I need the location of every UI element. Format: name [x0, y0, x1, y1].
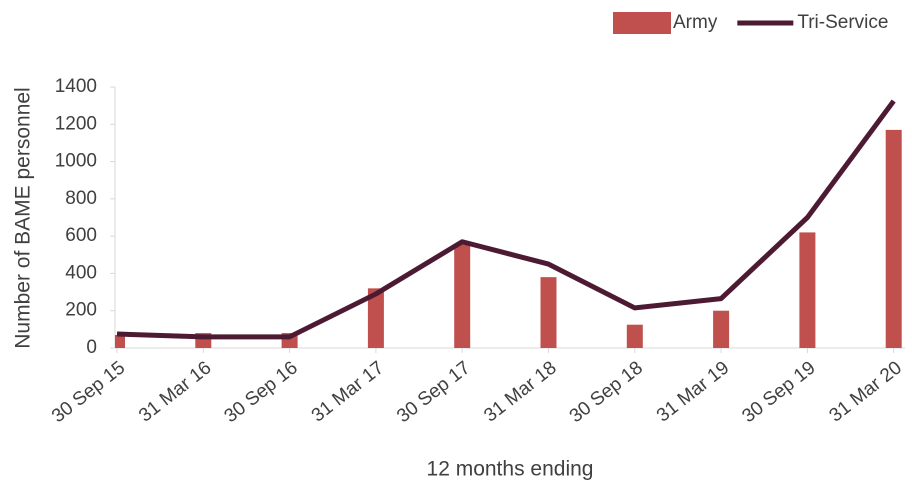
bar — [626, 324, 643, 348]
x-tick-label: 30 Sep 16 — [221, 357, 302, 427]
x-tick-label: 30 Sep 15 — [48, 357, 129, 427]
bar — [115, 334, 125, 348]
bar — [799, 232, 816, 348]
y-tick-label: 600 — [65, 225, 97, 246]
y-axis-title: Number of BAME personnel — [12, 87, 35, 348]
x-tick-label: 30 Sep 17 — [393, 357, 474, 427]
y-tick-label: 1200 — [55, 113, 97, 134]
bar — [367, 288, 384, 348]
legend-label: Tri-Service — [797, 12, 888, 33]
bar — [885, 129, 902, 348]
y-tick-label: 1000 — [55, 151, 97, 172]
x-axis-title: 12 months ending — [427, 458, 594, 481]
x-tick-label: 31 Mar 18 — [480, 357, 560, 426]
x-tick-label: 31 Mar 19 — [653, 357, 733, 426]
x-tick-label: 31 Mar 17 — [308, 357, 388, 426]
y-tick-label: 400 — [65, 262, 97, 283]
x-tick-label: 30 Sep 19 — [738, 357, 819, 427]
x-tick-label: 31 Mar 20 — [826, 357, 906, 426]
y-tick-label: 200 — [65, 300, 97, 321]
x-tick-label: 30 Sep 18 — [566, 357, 647, 427]
legend-swatch — [613, 12, 671, 34]
y-tick-label: 0 — [86, 337, 97, 358]
bar — [540, 277, 557, 348]
bar — [454, 243, 471, 348]
plot — [115, 129, 902, 348]
bar — [713, 310, 730, 348]
legend-label: Army — [673, 12, 718, 33]
x-tick-label: 31 Mar 16 — [135, 357, 215, 426]
y-tick-label: 1400 — [55, 76, 97, 97]
y-tick-label: 800 — [65, 188, 97, 209]
line — [116, 99, 896, 340]
